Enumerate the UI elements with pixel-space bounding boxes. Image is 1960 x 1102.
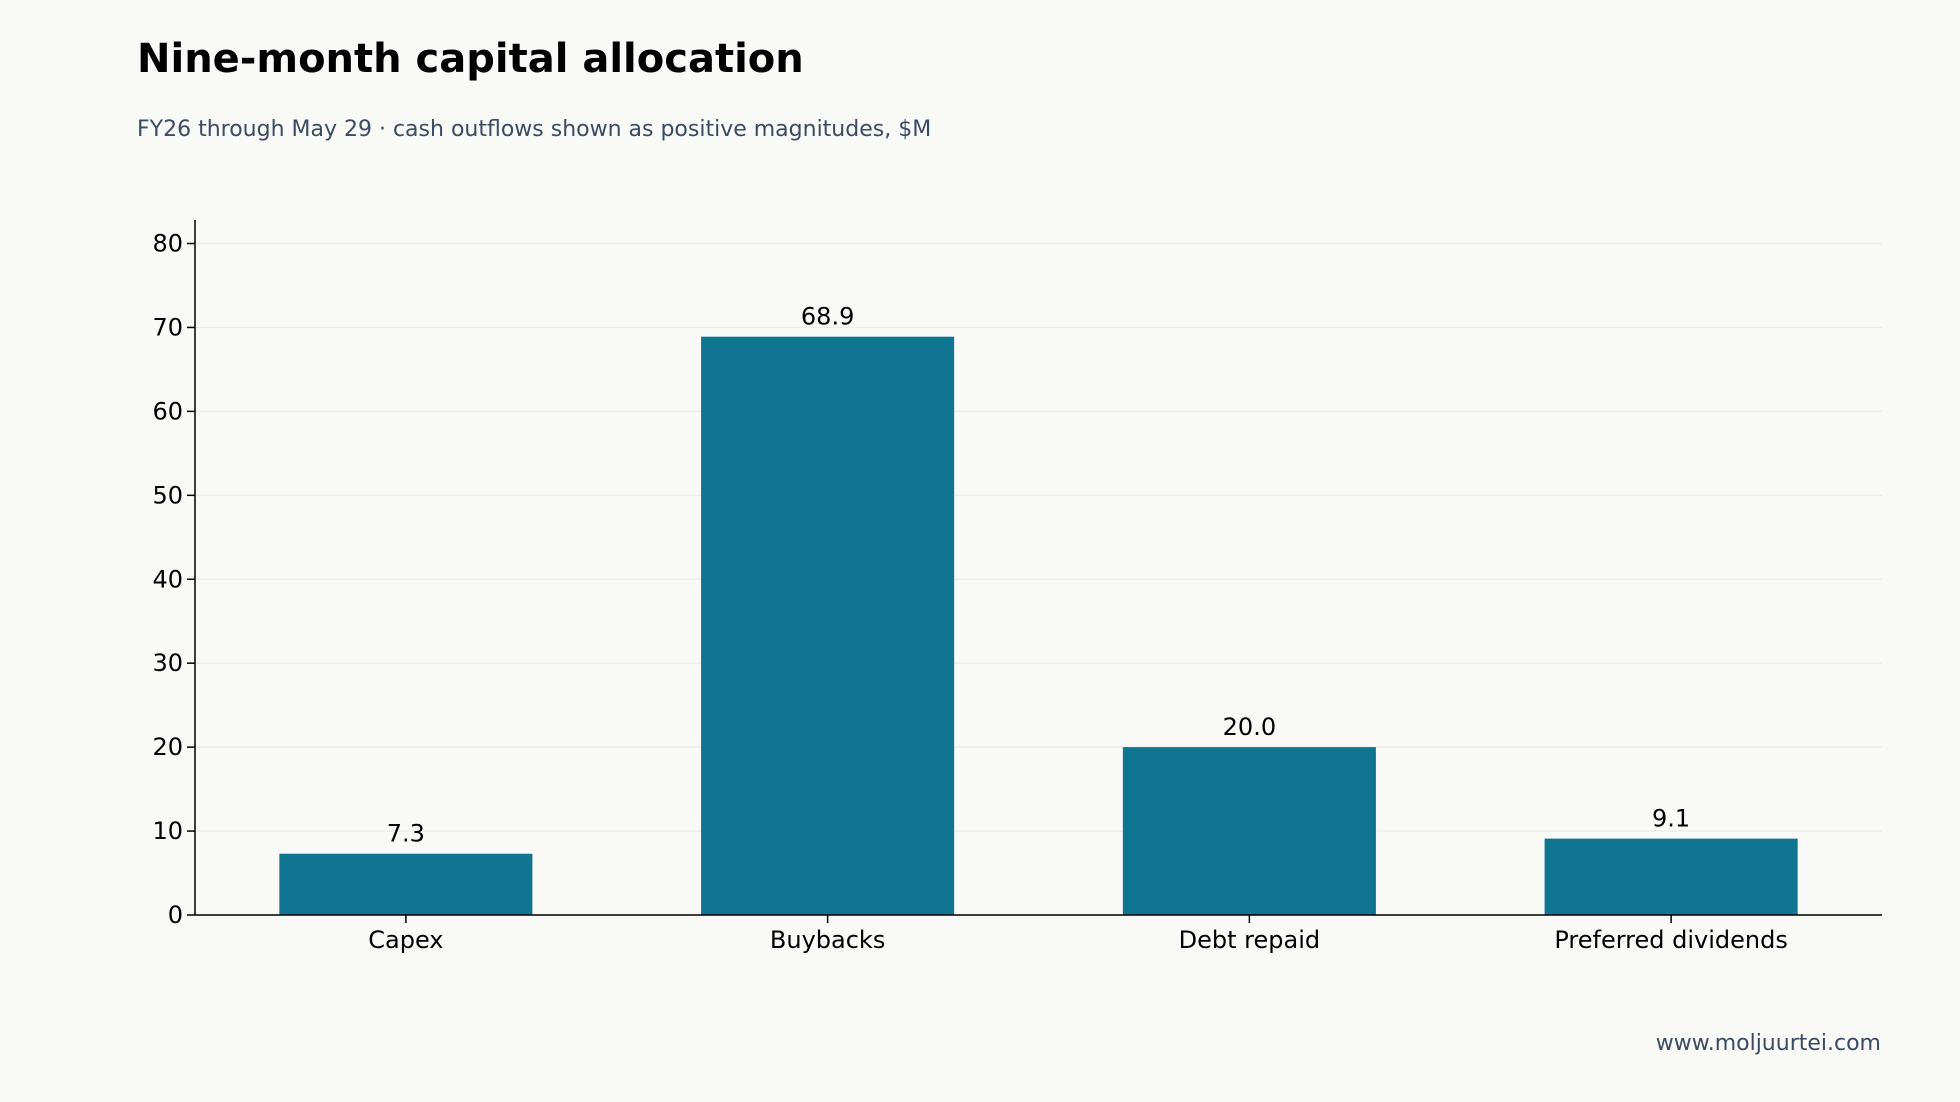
bars xyxy=(279,336,1798,915)
gridlines xyxy=(195,242,1882,832)
chart-title: Nine-month capital allocation xyxy=(137,36,804,82)
axes xyxy=(187,220,1882,923)
x-tick-label: Capex xyxy=(368,926,443,954)
y-tick-label: 70 xyxy=(152,313,183,341)
chart-subtitle: FY26 through May 29 · cash outflows show… xyxy=(137,117,932,142)
y-tick-label: 50 xyxy=(152,481,183,509)
source-url: www.moljuurtei.com xyxy=(1655,1031,1881,1056)
x-tick-label: Buybacks xyxy=(770,926,885,954)
y-tick-label: 20 xyxy=(152,733,183,761)
bar-buybacks xyxy=(701,336,955,915)
x-tick-label: Debt repaid xyxy=(1179,926,1320,954)
y-tick-label: 40 xyxy=(152,565,183,593)
y-tick-label: 60 xyxy=(152,397,183,425)
y-tick-label: 0 xyxy=(168,901,183,929)
x-tick-label: Preferred dividends xyxy=(1554,926,1788,954)
data-label: 9.1 xyxy=(1652,805,1690,833)
y-tick-label: 30 xyxy=(152,649,183,677)
bar-capex xyxy=(279,853,533,915)
data-label: 7.3 xyxy=(387,820,425,848)
data-label: 20.0 xyxy=(1223,713,1276,741)
y-tick-label: 10 xyxy=(152,817,183,845)
bar-debt-repaid xyxy=(1122,747,1376,915)
y-tick-label: 80 xyxy=(152,230,183,258)
bar-preferred-dividends xyxy=(1544,838,1798,915)
data-label: 68.9 xyxy=(801,303,854,331)
labels: 0 10 20 30 40 50 60 70 80 7.3 Capex 68.9 Buybacks 20.… xyxy=(152,230,1787,954)
